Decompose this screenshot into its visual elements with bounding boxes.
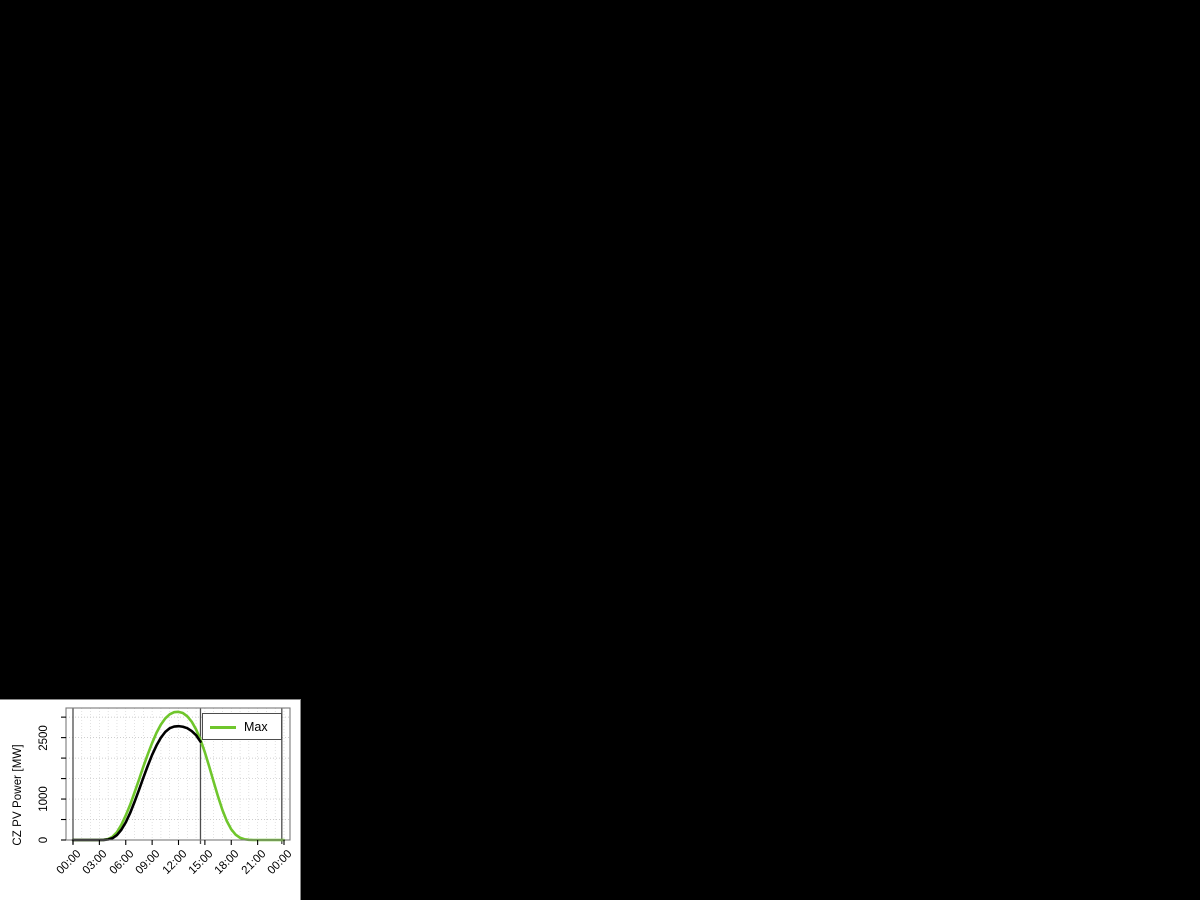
chart-legend: Max: [202, 713, 282, 740]
y-tick-label: 0: [38, 836, 50, 844]
pv-power-line-chart: [61, 707, 291, 845]
legend-label-max: Max: [244, 720, 268, 734]
y-tick-label: 2500: [38, 724, 50, 751]
y-tick-label: 1000: [38, 786, 50, 812]
legend-swatch-max: [210, 726, 236, 729]
y-axis-title: CZ PV Power [MW]: [12, 744, 24, 846]
plot-tick-marks: [61, 716, 285, 845]
